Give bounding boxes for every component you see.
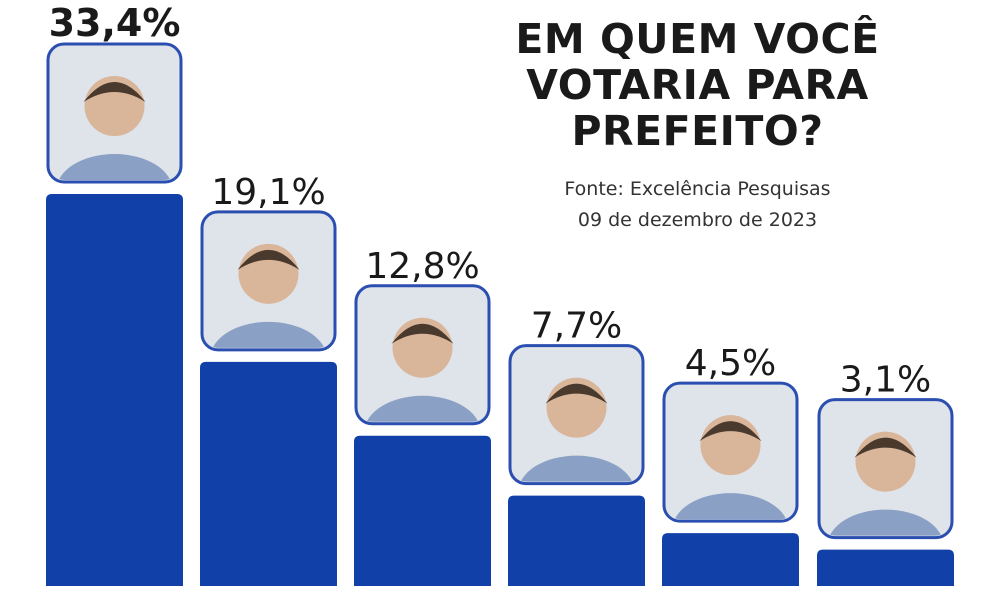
bar-candidate-3 xyxy=(354,435,491,586)
bar-candidate-4 xyxy=(508,495,645,586)
candidate-photo-5 xyxy=(662,381,799,523)
bar-candidate-5 xyxy=(662,533,799,586)
value-label-candidate-4: 7,7% xyxy=(531,306,622,347)
candidate-photo-4 xyxy=(508,344,645,486)
value-label-candidate-5: 4,5% xyxy=(685,343,776,384)
candidate-photo-2 xyxy=(200,210,337,352)
bar-candidate-6 xyxy=(817,549,954,586)
chart-title-line-2: VOTARIA PARA xyxy=(526,61,869,109)
bar-candidate-1 xyxy=(46,194,183,586)
value-label-candidate-6: 3,1% xyxy=(840,360,931,401)
source-text: Fonte: Excelência Pesquisas xyxy=(564,178,831,200)
chart-title-block: EM QUEM VOCÊ VOTARIA PARA PREFEITO? Font… xyxy=(470,16,925,236)
bar-candidate-2 xyxy=(200,361,337,586)
candidate-photo-6 xyxy=(817,398,954,540)
source-block: Fonte: Excelência Pesquisas 09 de dezemb… xyxy=(470,174,925,236)
value-label-candidate-3: 12,8% xyxy=(365,246,479,287)
candidate-photo-1 xyxy=(46,42,183,184)
value-label-candidate-1: 33,4% xyxy=(49,1,181,45)
chart-title-line-1: EM QUEM VOCÊ xyxy=(515,15,880,63)
candidate-photo-3 xyxy=(354,284,491,426)
survey-date: 09 de dezembro de 2023 xyxy=(577,209,818,231)
value-label-candidate-2: 19,1% xyxy=(211,172,325,213)
chart-title-line-3: PREFEITO? xyxy=(571,107,824,155)
